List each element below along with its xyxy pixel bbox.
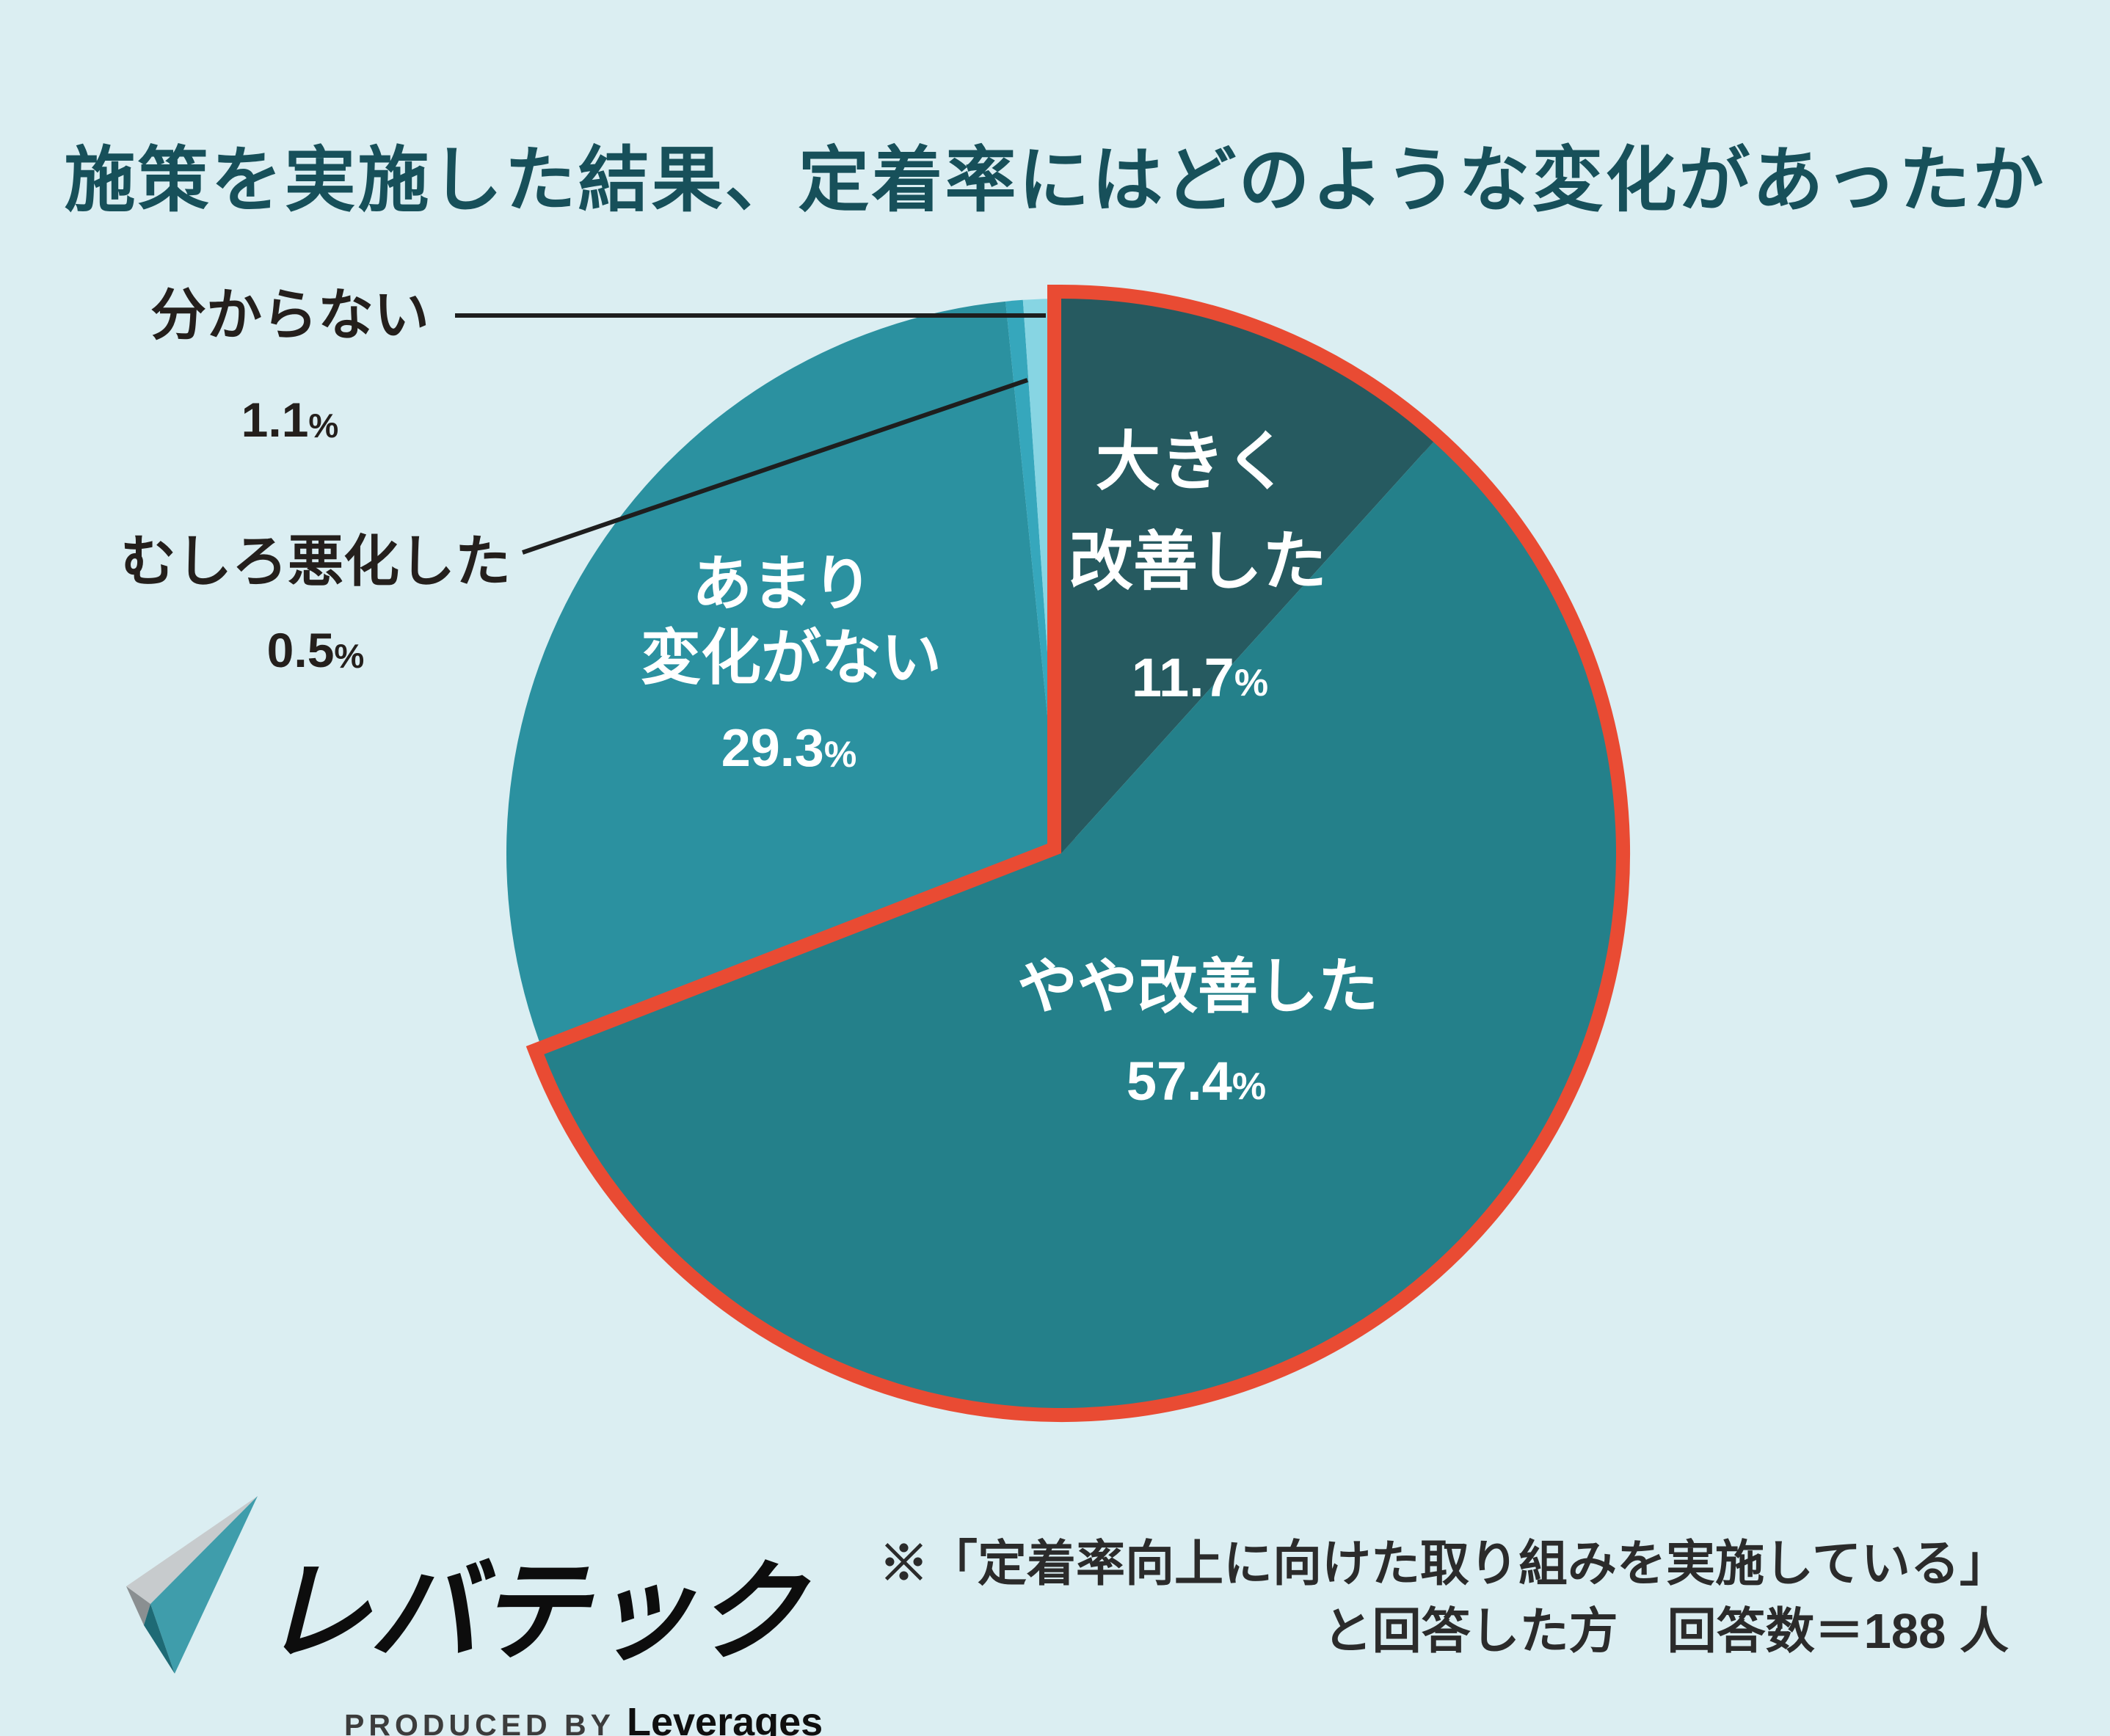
slice-value-amari-henka-ga-nai: 29.3% [721,719,857,778]
slice-value-ookiku-kaizen: 11.7% [1132,647,1268,708]
slice-label-ookiku-kaizen: 改善した [1069,525,1327,598]
logo-mark-dark-gray-facet [126,1586,150,1625]
slice-label-amari-henka-ga-nai: あまり [692,551,873,618]
slice-label-amari-henka-ga-nai: 変化がない [641,625,942,692]
slice-value-yaya-kaizen: 57.4% [1127,1051,1266,1112]
levtech-logo-mark-icon [126,1496,258,1674]
logo-mark-dark-teal-facet [144,1604,175,1674]
slice-value-wakaranai: 1.1% [241,393,339,447]
slice-label-ookiku-kaizen: 大きく [1096,426,1289,498]
logo-byline: PRODUCED BY Leverages [344,1699,823,1736]
logo-mark-light-gray-facet [126,1496,258,1604]
logo-mark-teal-facet [150,1496,258,1674]
footnote: ※「定着率向上に向けた取り組みを実施している」 と回答した方 回答数＝188 人 [879,1531,2009,1666]
chart-title: 施策を実施した結果、定着率にはどのような変化があったか [64,140,2046,220]
slice-label-wakaranai: 分からない [150,285,429,347]
logo-byline-prefix: PRODUCED BY [344,1708,615,1736]
pie-slice-amari-henka-ga-nai [506,301,1061,1054]
logo-brand-text: レバテック [261,1550,805,1674]
slice-value-mushiro-akka-shita: 0.5% [267,623,365,677]
leader-line-mushiro-akka-shita [522,378,1028,555]
logo-byline-brand: Leverages [626,1700,823,1736]
slice-label-yaya-kaizen: やや改善した [1017,954,1378,1021]
footnote-line-1: ※「定着率向上に向けた取り組みを実施している」 [879,1536,2009,1591]
pie-slice-ookiku-kaizen [1061,299,1434,853]
levtech-logo: レバテック PRODUCED BY Leverages [124,1494,823,1736]
slice-label-mushiro-akka-shita: むしろ悪化した [120,531,511,594]
footnote-line-2: と回答した方 回答数＝188 人 [1323,1604,2009,1659]
pie-slice-yaya-kaizen [544,442,1616,1408]
